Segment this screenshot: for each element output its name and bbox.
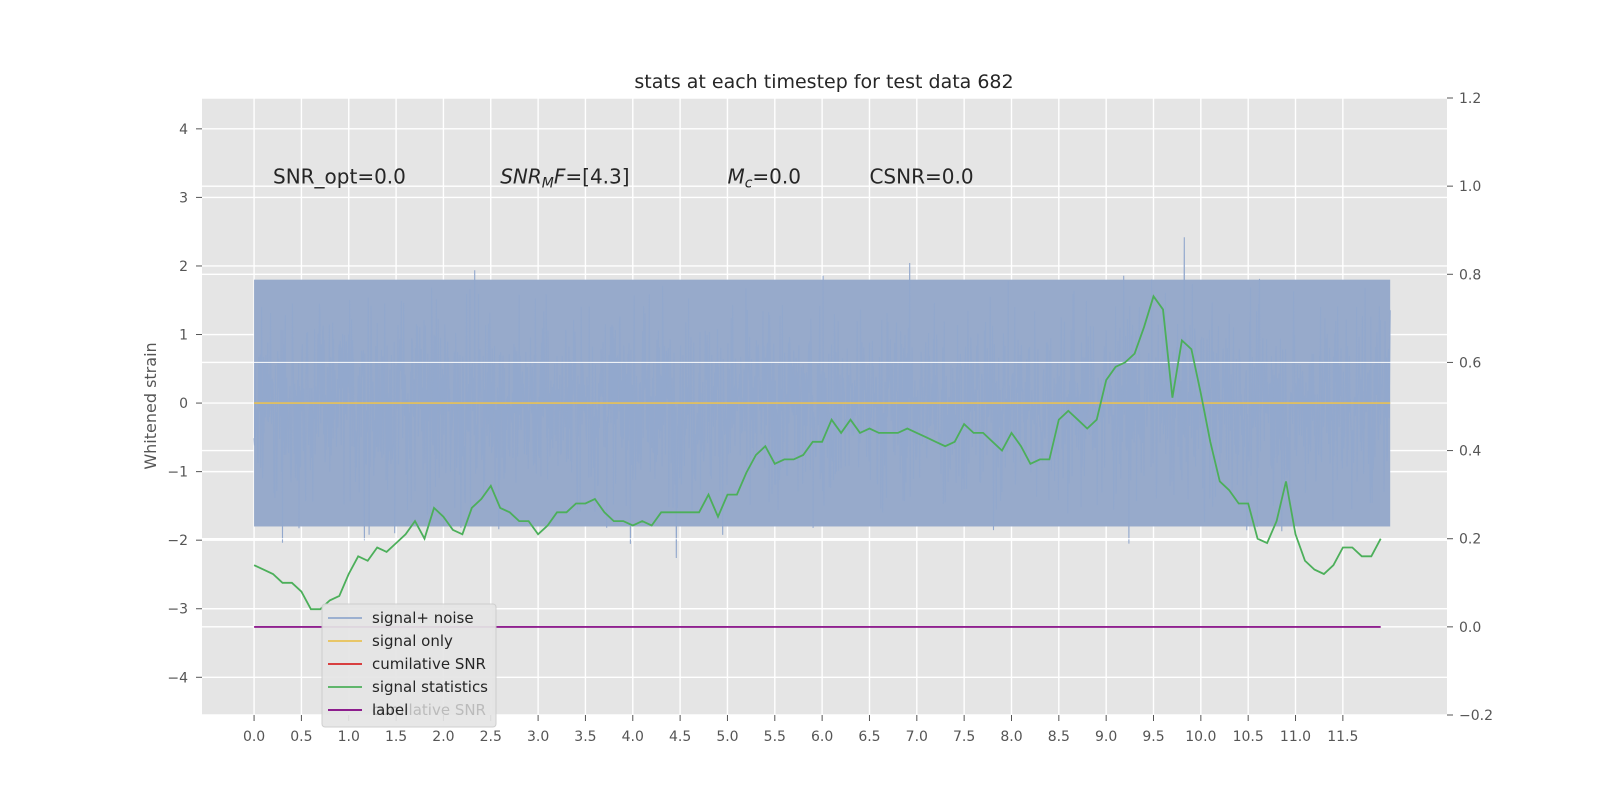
y-tick-label-6: 2 — [179, 259, 188, 275]
annotation-1: SNRMF=[4.3] — [500, 165, 629, 192]
y2-tick-label-5: 0.8 — [1459, 267, 1481, 283]
legend-box — [321, 603, 497, 728]
legend-label-2: cumilative SNR — [372, 655, 486, 673]
x-tick-label-13: 6.5 — [858, 729, 880, 745]
legend-label-4: label — [372, 701, 408, 719]
x-tick-label-21: 10.5 — [1233, 729, 1264, 745]
x-tick-label-17: 8.5 — [1048, 729, 1070, 745]
y2-tick-label-7: 1.2 — [1459, 91, 1481, 107]
x-tick-label-15: 7.5 — [953, 729, 975, 745]
annotations: SNR_opt=0.0 SNRMF=[4.3] Mc=0.0 CSNR=0.0 — [273, 165, 974, 192]
x-tick-label-3: 1.5 — [385, 729, 407, 745]
y2-tick-label-3: 0.4 — [1459, 444, 1481, 460]
x-tick-label-23: 11.5 — [1327, 729, 1358, 745]
x-tick-label-18: 9.0 — [1095, 729, 1117, 745]
y-tick-label-1: −3 — [167, 602, 188, 618]
legend-label-3: signal statistics — [372, 678, 488, 696]
legend: cumilative SNR signal+ noise signal only cu… — [321, 603, 497, 728]
series-signal-statistics — [253, 294, 1382, 611]
annotation-0: SNR_opt=0.0 — [273, 165, 406, 189]
y-tick-label-2: −2 — [167, 533, 188, 549]
x-tick-label-8: 4.0 — [622, 729, 644, 745]
y-tick-label-4: 0 — [179, 396, 188, 412]
y2-tick-label-2: 0.2 — [1459, 532, 1481, 548]
legend-label-1: signal only — [372, 632, 453, 650]
x-tick-label-1: 0.5 — [290, 729, 312, 745]
y-tick-label-3: −1 — [167, 465, 188, 481]
x-tick-label-4: 2.0 — [432, 729, 454, 745]
x-tick-label-11: 5.5 — [764, 729, 786, 745]
x-tick-label-7: 3.5 — [574, 729, 596, 745]
y2-tick-label-6: 1.0 — [1459, 179, 1481, 195]
y-tick-label-0: −4 — [167, 670, 188, 686]
axes: 0.0 0.5 1.0 1.5 2.0 2.5 3.0 3.5 4.0 4.5 5.0 5.5 6.0 6… — [167, 91, 1493, 745]
x-tick-label-5: 2.5 — [480, 729, 502, 745]
y-axis-label: Whitened strain — [141, 342, 160, 469]
x-tick-label-12: 6.0 — [811, 729, 833, 745]
x-tick-label-22: 11.0 — [1280, 729, 1311, 745]
chart-title: stats at each timestep for test data 682 — [634, 71, 1013, 93]
y-tick-label-8: 4 — [179, 122, 188, 138]
noise-series — [202, 237, 1447, 559]
x-tick-label-16: 8.0 — [1000, 729, 1022, 745]
annotation-2: Mc=0.0 — [727, 165, 801, 192]
x-tick-label-2: 1.0 — [338, 729, 360, 745]
series-signal-noise — [253, 237, 1391, 559]
legend-label-0: signal+ noise — [372, 609, 474, 627]
annotation-3: CSNR=0.0 — [869, 165, 973, 189]
y-tick-label-7: 3 — [179, 190, 188, 206]
x-tick-label-10: 5.0 — [716, 729, 738, 745]
x-tick-label-14: 7.0 — [906, 729, 928, 745]
legend-overlap-text: cumilative SNR — [372, 701, 486, 719]
x-tick-label-19: 9.5 — [1142, 729, 1164, 745]
y-tick-label-5: 1 — [179, 328, 188, 344]
y2-tick-label-4: 0.6 — [1459, 355, 1481, 371]
y2-tick-label-0: −0.2 — [1459, 708, 1493, 724]
x-tick-label-6: 3.0 — [527, 729, 549, 745]
y2-tick-label-1: 0.0 — [1459, 620, 1481, 636]
x-tick-label-9: 4.5 — [669, 729, 691, 745]
x-tick-label-0: 0.0 — [243, 729, 265, 745]
x-tick-label-20: 10.0 — [1185, 729, 1216, 745]
